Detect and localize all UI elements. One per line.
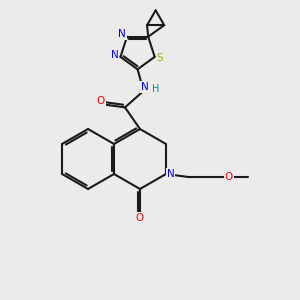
Text: S: S	[157, 53, 164, 63]
Text: N: N	[141, 82, 149, 92]
Text: O: O	[96, 96, 104, 106]
Text: O: O	[136, 213, 144, 223]
Text: N: N	[118, 29, 125, 39]
Text: O: O	[225, 172, 233, 182]
Text: N: N	[167, 169, 174, 179]
Text: N: N	[111, 50, 118, 60]
Text: H: H	[152, 84, 160, 94]
